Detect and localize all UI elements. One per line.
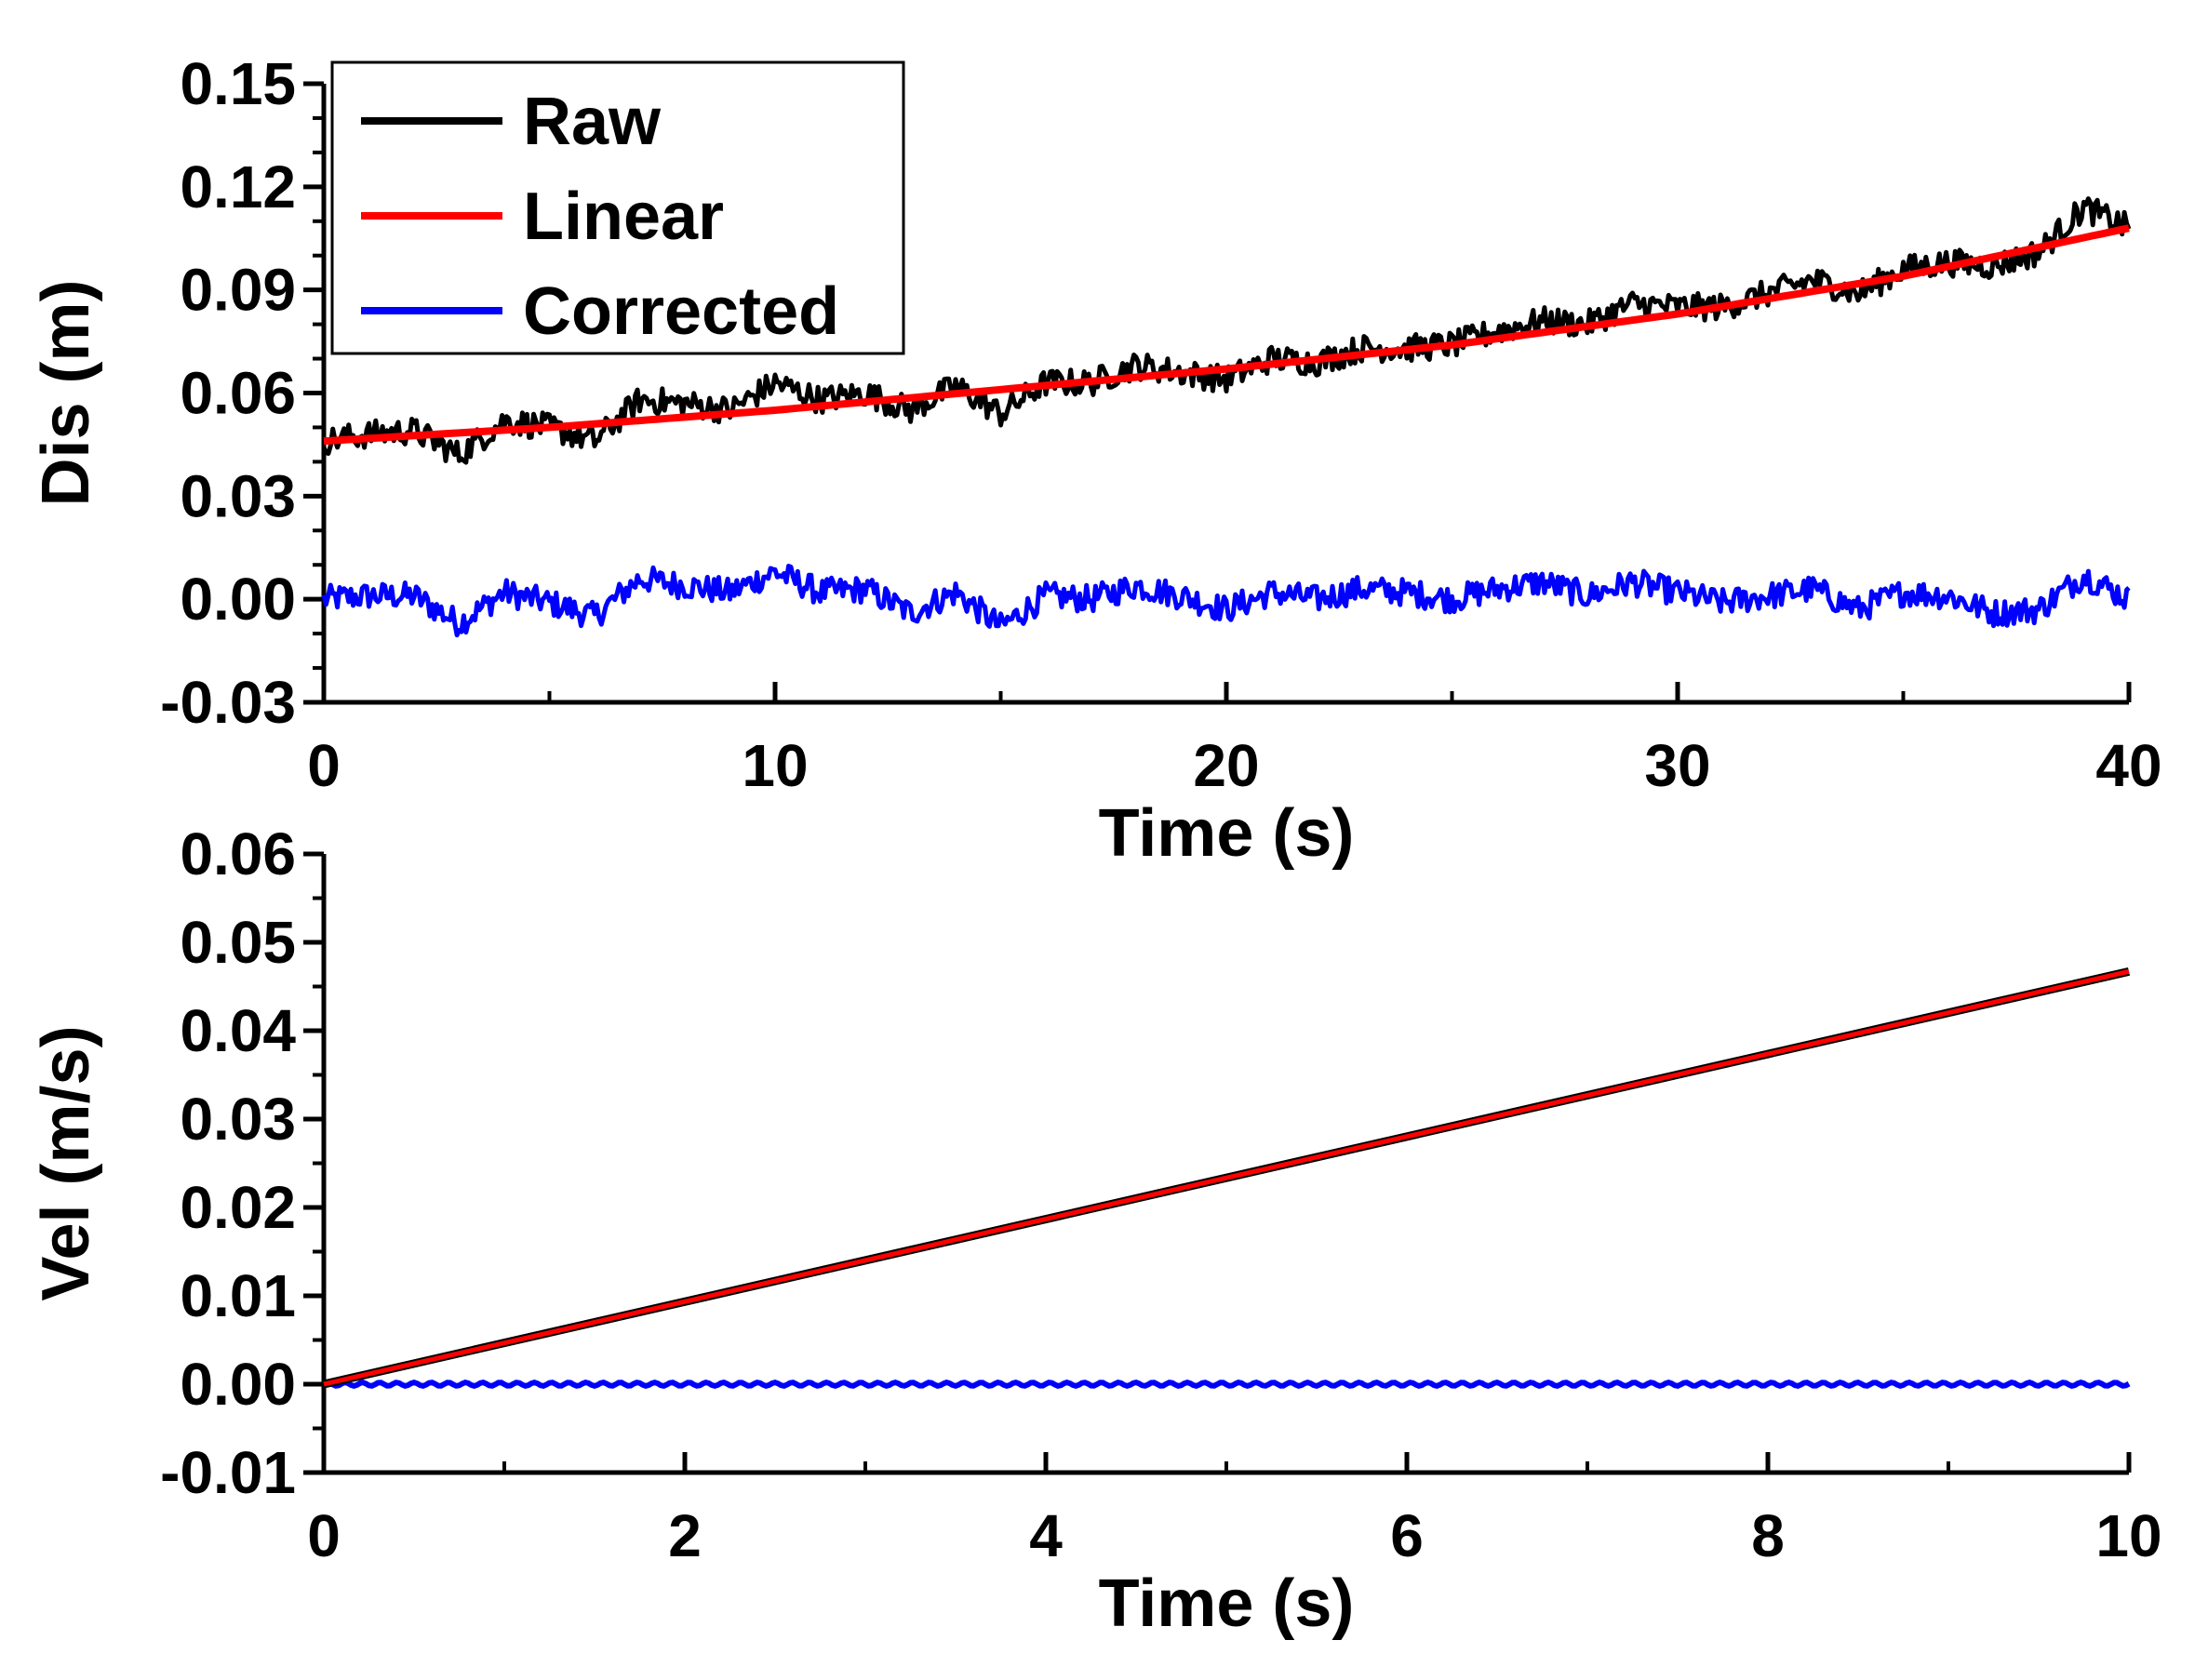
displacement-panel: 0 10 20 30 40 -0.03 0.00 0.03 0.06 0.09 0.12 0.15 Ti…: [29, 50, 2162, 871]
x-tick-label: 0: [307, 1502, 341, 1569]
y-tick-label: 0.03: [180, 462, 296, 529]
y-tick-label: 0.00: [180, 1351, 296, 1418]
y-tick-label: 0.06: [180, 360, 296, 427]
x-tick-label: 6: [1390, 1502, 1424, 1569]
series-raw-line: [321, 196, 2132, 465]
x-tick-label: 10: [742, 732, 808, 799]
y-tick-label: -0.01: [160, 1439, 296, 1506]
legend: Raw Linear Corrected: [330, 60, 905, 355]
velocity-panel: 0 2 4 6 8 10 -0.01 0.00 0.01 0.02 0.03 0.04 0.05 0.06…: [29, 820, 2162, 1641]
x-axis-title: Time (s): [1099, 796, 1355, 871]
x-tick-label: 30: [1644, 732, 1710, 799]
legend-label-linear: Linear: [523, 180, 724, 254]
y-tick-label: 0.04: [180, 997, 296, 1064]
y-tick-label: 0.06: [180, 820, 296, 887]
legend-label-raw: Raw: [523, 85, 662, 159]
y-tick-label: 0.05: [180, 909, 296, 976]
x-tick-label: 10: [2095, 1502, 2161, 1569]
y-tick-label: 0.01: [180, 1262, 296, 1329]
x-tick-label: 20: [1193, 732, 1259, 799]
legend-item-raw: Raw: [361, 85, 662, 159]
legend-item-corrected: Corrected: [361, 274, 839, 349]
y-tick-label: 0.03: [180, 1086, 296, 1153]
legend-label-corrected: Corrected: [523, 274, 839, 349]
legend-box: [330, 60, 905, 355]
y-tick-label: 0.15: [180, 50, 296, 117]
y-tick-label: 0.00: [180, 566, 296, 633]
x-tick-label: 8: [1751, 1502, 1785, 1569]
series-corrected-line: [321, 564, 2131, 638]
series-corrected-line: [322, 1379, 2131, 1390]
y-tick-label: -0.03: [160, 669, 296, 736]
x-tick-label: 0: [307, 732, 341, 799]
y-tick-label: 0.12: [180, 153, 296, 220]
x-tick-label: 40: [2095, 732, 2161, 799]
legend-item-linear: Linear: [361, 180, 724, 254]
y-tick-label: 0.02: [180, 1174, 296, 1241]
y-axis-title: Vel (m/s): [29, 1025, 103, 1300]
series-linear-line: [323, 224, 2130, 446]
series-linear-line: [323, 968, 2130, 1387]
y-axis-title: Dis (m): [29, 279, 103, 506]
x-tick-label: 4: [1029, 1502, 1063, 1569]
y-tick-label: 0.09: [180, 257, 296, 324]
x-tick-label: 2: [668, 1502, 702, 1569]
x-axis-title: Time (s): [1099, 1567, 1355, 1641]
